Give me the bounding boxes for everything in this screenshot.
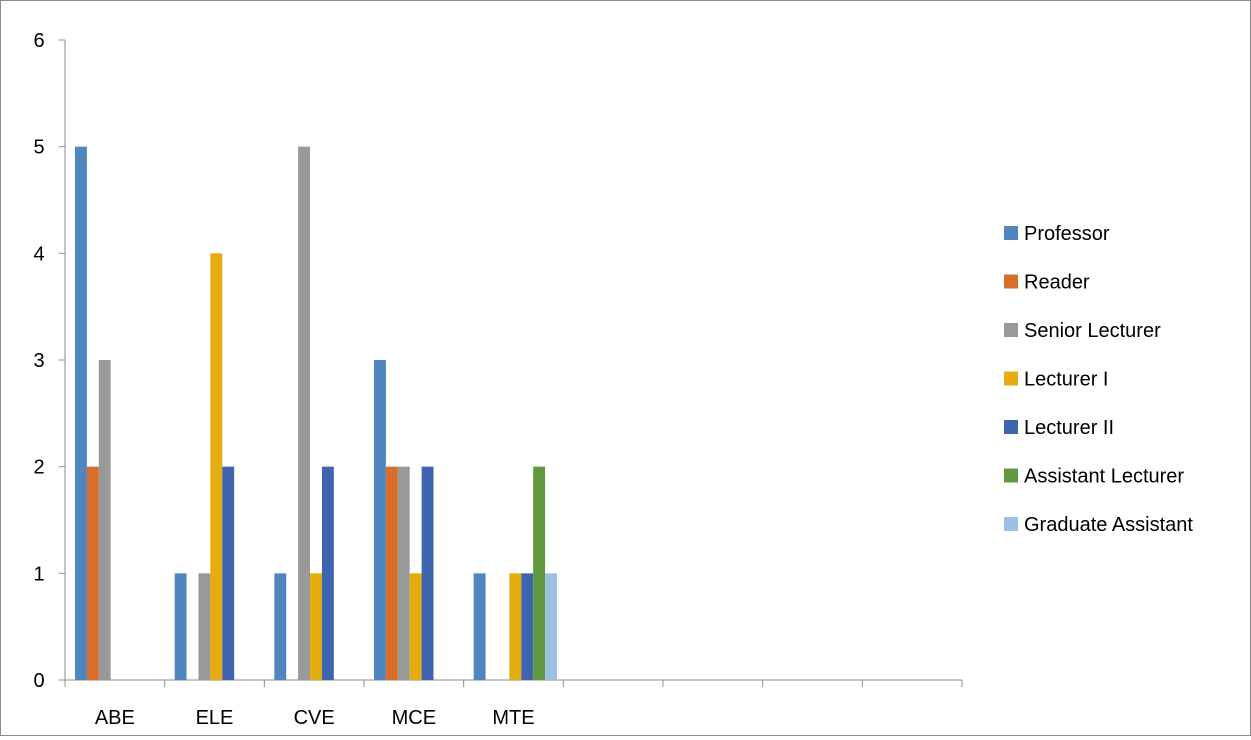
bar	[98, 360, 111, 680]
bar	[385, 466, 398, 680]
y-tick-label: 3	[33, 350, 44, 372]
legend-label: Assistant Lecturer	[1024, 466, 1184, 488]
bar	[75, 146, 87, 680]
bar	[374, 360, 386, 680]
bar	[198, 573, 211, 680]
bar	[509, 573, 522, 680]
x-tick-label: MTE	[492, 707, 534, 729]
x-tick-label: ABE	[95, 707, 135, 729]
legend-swatch	[1004, 517, 1018, 531]
legend-label: Lecturer II	[1024, 417, 1114, 439]
legend-swatch	[1004, 420, 1018, 434]
bar	[533, 466, 546, 680]
legend-swatch	[1004, 468, 1018, 483]
y-tick-label: 0	[33, 670, 44, 692]
legend-label: Professor	[1024, 223, 1110, 245]
bar	[86, 466, 99, 680]
y-tick-label: 4	[33, 243, 44, 265]
legend-swatch	[1004, 323, 1018, 337]
legend-swatch	[1004, 371, 1018, 386]
y-tick-label: 1	[33, 563, 44, 585]
x-tick-label: ELE	[196, 707, 234, 729]
legend-label: Lecturer I	[1024, 369, 1108, 391]
bar	[421, 466, 434, 680]
bars	[75, 146, 557, 681]
bar	[521, 573, 534, 680]
bar	[545, 573, 557, 680]
y-tick-label: 5	[33, 137, 44, 159]
bar	[473, 573, 486, 680]
bar	[409, 573, 422, 680]
y-tick-label: 2	[33, 457, 44, 479]
legend-swatch	[1004, 226, 1018, 240]
legend-label: Graduate Assistant	[1024, 514, 1193, 536]
bar	[210, 253, 223, 681]
bar	[310, 573, 322, 680]
bar	[274, 573, 287, 680]
bar	[321, 466, 334, 680]
bar	[222, 466, 235, 680]
legend-label: Senior Lecturer	[1024, 320, 1161, 342]
y-tick-label: 6	[33, 30, 44, 52]
bar	[298, 146, 311, 680]
legend-label: Reader	[1024, 272, 1090, 294]
bar	[397, 466, 410, 680]
bar	[174, 573, 187, 680]
legend: Professor Reader Senior Lecturer Lecturer I…	[1004, 223, 1193, 536]
legend-swatch	[1004, 274, 1018, 289]
axes: 0 1 2 3 4 5 6 ABE ELE CVE MCE MTE	[33, 30, 963, 729]
x-tick-label: CVE	[294, 707, 335, 729]
x-tick-label: MCE	[392, 707, 436, 729]
